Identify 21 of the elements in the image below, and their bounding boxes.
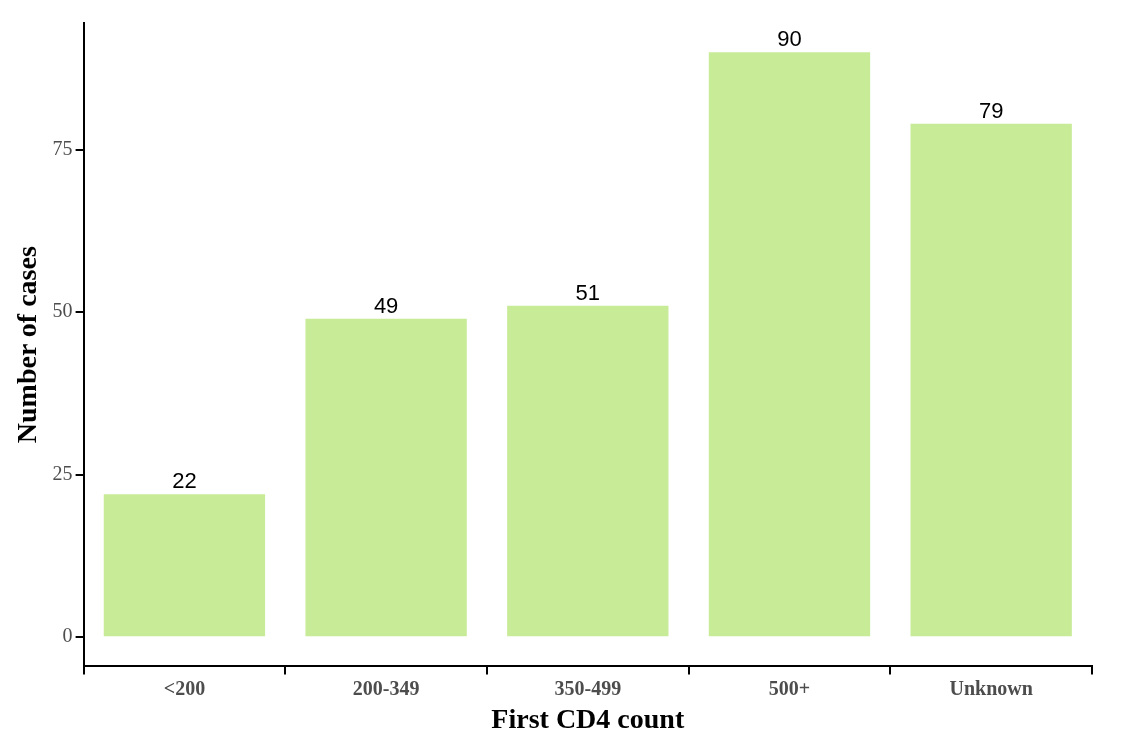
data-label: 49 <box>373 292 399 318</box>
y-tick-label: 25 <box>52 461 73 484</box>
data-label: 90 <box>777 26 802 52</box>
y-tick-label: 75 <box>52 136 73 159</box>
data-label: 79 <box>978 97 1004 123</box>
y-axis-title: Number of cases <box>11 246 43 444</box>
x-tick-label: Unknown <box>949 676 1033 699</box>
y-tick-label: 0 <box>62 624 73 647</box>
bar <box>507 305 669 637</box>
bar <box>708 52 871 637</box>
bar <box>103 494 266 637</box>
x-axis-title: First CD4 count <box>491 703 685 735</box>
bar <box>305 318 467 637</box>
y-tick-label: 50 <box>52 299 73 322</box>
data-label: 51 <box>575 279 601 305</box>
x-tick-label: 200-349 <box>352 676 420 699</box>
x-tick-label: 500+ <box>768 676 811 699</box>
bar <box>910 123 1072 637</box>
x-tick-label: <200 <box>163 676 206 699</box>
x-tick-label: 350-499 <box>554 676 622 699</box>
data-label: 22 <box>172 468 197 494</box>
